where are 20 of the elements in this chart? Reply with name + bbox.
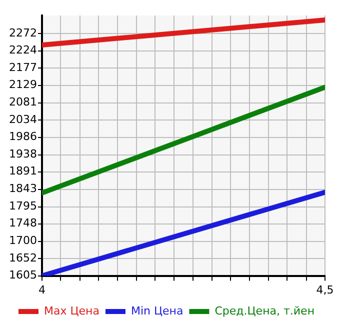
y-tick-label: 1938 [8,148,37,161]
y-tick-label: 2272 [8,26,37,40]
y-tick-label: 1700 [8,234,37,248]
x-tick-label: 4 [38,283,46,296]
y-tick-label: 1891 [8,164,37,178]
y-tick-label: 1605 [8,268,37,282]
x-tick-label: 4,5 [316,283,334,296]
legend-label: Min Цена [130,304,184,318]
y-tick-label: 2034 [8,112,37,126]
y-tick-label: 1652 [8,252,37,265]
legend-label: Сред.Цена, т.йен [214,304,315,318]
y-tick-label: 2081 [8,96,37,109]
y-tick-label: 2224 [8,44,37,57]
y-tick-label: 1986 [8,130,37,144]
y-tick-label: 1795 [8,200,37,213]
legend-label: Max Цена [44,304,100,318]
y-tick-label: 2129 [8,78,37,92]
y-tick-label: 1843 [8,182,37,196]
y-tick-label: 1748 [8,216,37,230]
y-tick-label: 2177 [8,60,37,74]
